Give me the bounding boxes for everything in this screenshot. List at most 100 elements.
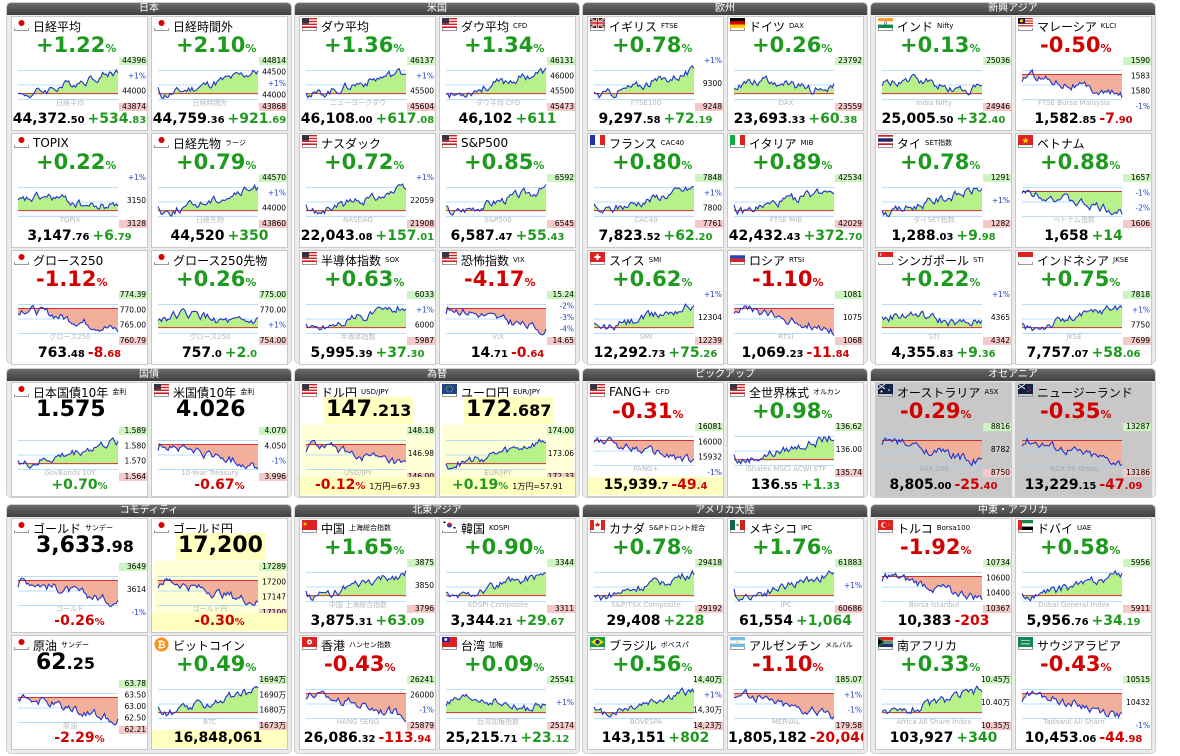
market-card[interactable]: ゴールド サンデー ゴールド 3649 3614 -1% 3,633.98 -0.26% (11, 518, 148, 633)
market-name[interactable]: ユーロ円 (461, 385, 510, 400)
market-name[interactable]: ダウ平均 (461, 19, 510, 34)
market-name[interactable]: 台湾 (461, 638, 486, 653)
market-name[interactable]: ベトナム (1037, 136, 1085, 151)
market-name[interactable]: インドネシア (1037, 253, 1110, 268)
market-name[interactable]: メキシコ (749, 521, 798, 536)
market-card[interactable]: 中国 上海総合指数 中国 上海総合指数 3875 3850 3796 +1.65% 3,875… (299, 518, 436, 633)
market-name[interactable]: オーストラリア (897, 385, 981, 400)
market-card[interactable]: ₿ ビットコイン BTC 1694万 1690万 1680万 1673万 +0.49% 16,8… (151, 635, 288, 750)
market-card[interactable]: ナスダック NASDAQ +1% 22059 21908 +0.72% 22,043.08 +… (299, 133, 436, 248)
market-card[interactable]: ドバイ UAE Dubai General Index 5956 5911 +0.58% 5… (1015, 518, 1152, 633)
market-card[interactable]: 原油 サンデー 原油 63.78 63.50 63.00 62.50 62.21 62.25 -2… (11, 635, 148, 750)
market-name[interactable]: グロース250 (33, 253, 104, 268)
y-axis-label: 44500 (262, 68, 286, 77)
chart-fill (18, 578, 118, 607)
market-name[interactable]: マレーシア (1037, 19, 1097, 34)
market-name[interactable]: 全世界株式 (749, 385, 810, 400)
market-card[interactable]: グロース250 グロース250 774.39 770.00 765.00 760.79 -1… (11, 250, 148, 365)
market-name[interactable]: 恐怖指数 (461, 253, 510, 268)
market-card[interactable]: 半導体指数 SOX 半導体指数 6033 +1% 6000 5987 +0.63% 5,995.… (299, 250, 436, 365)
market-card[interactable]: オーストラリア ASX ASX 200 8816 8782 8750 -0.29% 8,805… (875, 382, 1012, 497)
market-name[interactable]: 南アフリカ (897, 638, 958, 653)
market-card[interactable]: ニュージーランド NZX 50 Gross 13287 13186 -0.35% 13,2… (1015, 382, 1152, 497)
market-card[interactable]: シンガポール STI STI +1% 4365 4342 +0.22% 4,355.83 +9.… (875, 250, 1012, 365)
market-name[interactable]: 中国 (321, 521, 346, 536)
market-card[interactable]: 恐怖指数 VIX VIX 15.24 -2% -3% -4% 14.65 -4.17% 14.71… (439, 250, 576, 365)
market-card[interactable]: ベトナム ベトナム指数 1657 -1% -2% 1606 +0.88% 1,658 +14 (1015, 133, 1152, 248)
market-name[interactable]: グロース250先物 (173, 253, 268, 268)
market-card[interactable]: アルゼンチン メルバル MERVAL 185.07 +1% -1% 179.58 -1.10%… (727, 635, 864, 750)
market-card[interactable]: 日経先物 ラージ 日経先物 44570 +1% 44000 43860 +0.79% 44,52… (151, 133, 288, 248)
market-name[interactable]: FANG+ (609, 385, 652, 399)
market-name[interactable]: シンガポール (897, 253, 970, 268)
market-name[interactable]: 日経平均 (33, 19, 82, 34)
market-card[interactable]: カナダ S&Pトロント総合 S&P/TSX Composite 29418 29192 +… (587, 518, 724, 633)
market-name[interactable]: ロシア (749, 253, 786, 268)
market-name[interactable]: ブラジル (609, 638, 657, 653)
market-name[interactable]: ドル円 (321, 385, 358, 400)
market-card[interactable]: S&P500 S&P500 6592 6545 +0.85% 6,587.47 +55.43 (439, 133, 576, 248)
market-name[interactable]: TOPIX (33, 136, 69, 150)
market-name[interactable]: ニュージーランド (1037, 385, 1133, 400)
market-card[interactable]: ロシア RTSI RTSI 1081 1075 1068 -1.10% 1,069.23 -11… (727, 250, 864, 365)
market-card[interactable]: 香港 ハンセン指数 HANG SENG 26241 26000 -1% 25879 -0.43… (299, 635, 436, 750)
market-name[interactable]: ダウ平均 (321, 19, 370, 34)
market-name[interactable]: 日経先物 (173, 136, 222, 151)
market-card[interactable]: イタリア MIB FTSE MIB 42534 42029 +0.89% 42,432.43… (727, 133, 864, 248)
market-name[interactable]: ドバイ (1037, 521, 1074, 536)
market-card[interactable]: ダウ平均 ニューヨークダウ 46137 +1% 45500 45604 +1.36% 46,1… (299, 16, 436, 131)
market-name[interactable]: ゴールド (33, 521, 82, 536)
market-name[interactable]: ビットコイン (173, 638, 246, 653)
market-name[interactable]: ナスダック (321, 136, 382, 151)
market-card[interactable]: FANG+ CFD FANG+ 16081 16000 15932 -1% -0.31% 15,… (587, 382, 724, 497)
market-card[interactable]: メキシコ IPC IPC 61883 +1% 60686 +1.76% 61,554 +1,06… (727, 518, 864, 633)
market-card[interactable]: 日経平均 日経平均 44396 +1% 44000 43874 +1.22% 44,372.5… (11, 16, 148, 131)
market-card[interactable]: イギリス FTSE FTSE100 +1% 9300 9248 +0.78% 9,297.58… (587, 16, 724, 131)
market-name[interactable]: トルコ (897, 521, 933, 536)
market-name[interactable]: インド (897, 19, 934, 34)
market-name[interactable]: 原油 (33, 638, 58, 653)
market-name[interactable]: イタリア (749, 136, 797, 151)
market-name[interactable]: 日本国債10年 (33, 385, 109, 400)
market-name[interactable]: フランス (609, 136, 657, 151)
market-card[interactable]: ブラジル ボベスパ BOVESPA 14,40万 +1% 14,30万 14,23万 +0.5… (587, 635, 724, 750)
market-card[interactable]: トルコ Borsa100 Borsa Istanbul 10734 10600 10400… (875, 518, 1012, 633)
market-card[interactable]: サウジアラビア Tadawul All Share 10515 10432 -1% -0.… (1015, 635, 1152, 750)
market-card[interactable]: インドネシア JKSE JKSE 7818 +1% 7750 7699 +0.75% 7,757… (1015, 250, 1152, 365)
market-name[interactable]: 香港 (321, 638, 346, 653)
market-name[interactable]: イギリス (609, 19, 658, 34)
market-name[interactable]: サウジアラビア (1037, 638, 1122, 653)
market-name[interactable]: 日経時間外 (173, 19, 234, 34)
market-name[interactable]: スイス (609, 253, 645, 268)
market-card[interactable]: ドイツ DAX DAX 23792 23559 +0.26% 23,693.33 +60.38 (727, 16, 864, 131)
market-card[interactable]: ドル円USD/JPYUSD/JPY148.18146.98146.00147.2… (299, 382, 436, 497)
market-card[interactable]: マレーシア KLCI FTSE Bursa Malaysia 1590 1583 1580… (1015, 16, 1152, 131)
market-name[interactable]: カナダ (609, 521, 646, 536)
market-card[interactable]: 日経時間外 日経時間外 44814 44500 +1% 44000 43868 +2.10% 4… (151, 16, 288, 131)
market-name[interactable]: アルゼンチン (749, 638, 821, 653)
market-name[interactable]: 米国債10年 (173, 385, 237, 400)
market-name[interactable]: タイ (897, 136, 922, 151)
market-card[interactable]: 日本国債10年 金利 GovBonds 10Y 1.589 1.580 1.570 1.56… (11, 382, 148, 497)
market-card[interactable]: グロース250先物 グロース250 775.00 770.00 +1% 754.00 +0.… (151, 250, 288, 365)
market-name[interactable]: ゴールド円 (173, 521, 234, 536)
market-card[interactable]: ゴールド円ゴールド円1728917200171471710017,200-0.3… (151, 518, 288, 633)
market-card[interactable]: 米国債10年 金利 10-Year Treasury 4.070 4.050 -1% 3.9… (151, 382, 288, 497)
market-card[interactable]: インド Nifty India Nifty 25036 24946 +0.13% 25,00… (875, 16, 1012, 131)
market-card[interactable]: 全世界株式 オルカン iShares MSCI ACWI ETF 136.62 136.… (727, 382, 864, 497)
market-card[interactable]: ダウ平均 CFD ダウ平均 CFD 46131 46000 45500 45473 +1.34… (439, 16, 576, 131)
market-card[interactable]: TOPIX TOPIX +1% 3150 3128 +0.22% 3,147.76 +6.79 (11, 133, 148, 248)
market-card[interactable]: ユーロ円EUR/JPYEUR/JPY174.00173.06172.33172.… (439, 382, 576, 497)
market-card[interactable]: 韓国 KOSPI KOSPI Composite 3344 3311 +0.90% 3,34… (439, 518, 576, 633)
axis-label-bg (695, 605, 723, 613)
market-card[interactable]: タイ SET指数 タイSET指数 1291 +1% 1282 +0.78% 1,288.03 +… (875, 133, 1012, 248)
market-name[interactable]: 半導体指数 (321, 253, 382, 268)
market-card[interactable]: スイス SMI SMI +1% 12304 12239 +0.62% 12,292.73 +75… (587, 250, 724, 365)
market-card[interactable]: フランス CAC40 CAC40 7848 +1% 7800 7761 +0.80% 7,823… (587, 133, 724, 248)
market-name[interactable]: ドイツ (749, 19, 786, 34)
market-name[interactable]: S&P500 (461, 136, 509, 150)
market-name[interactable]: 韓国 (461, 521, 486, 536)
market-card[interactable]: 台湾 加権 台湾加権指数 25541 +1% 25174 +0.09% 25,215.71 +2… (439, 635, 576, 750)
market-card[interactable]: 南アフリカ Africa All Share Index 10.45万 10.40万 1… (875, 635, 1012, 750)
price-change: +75.26 (668, 345, 717, 361)
